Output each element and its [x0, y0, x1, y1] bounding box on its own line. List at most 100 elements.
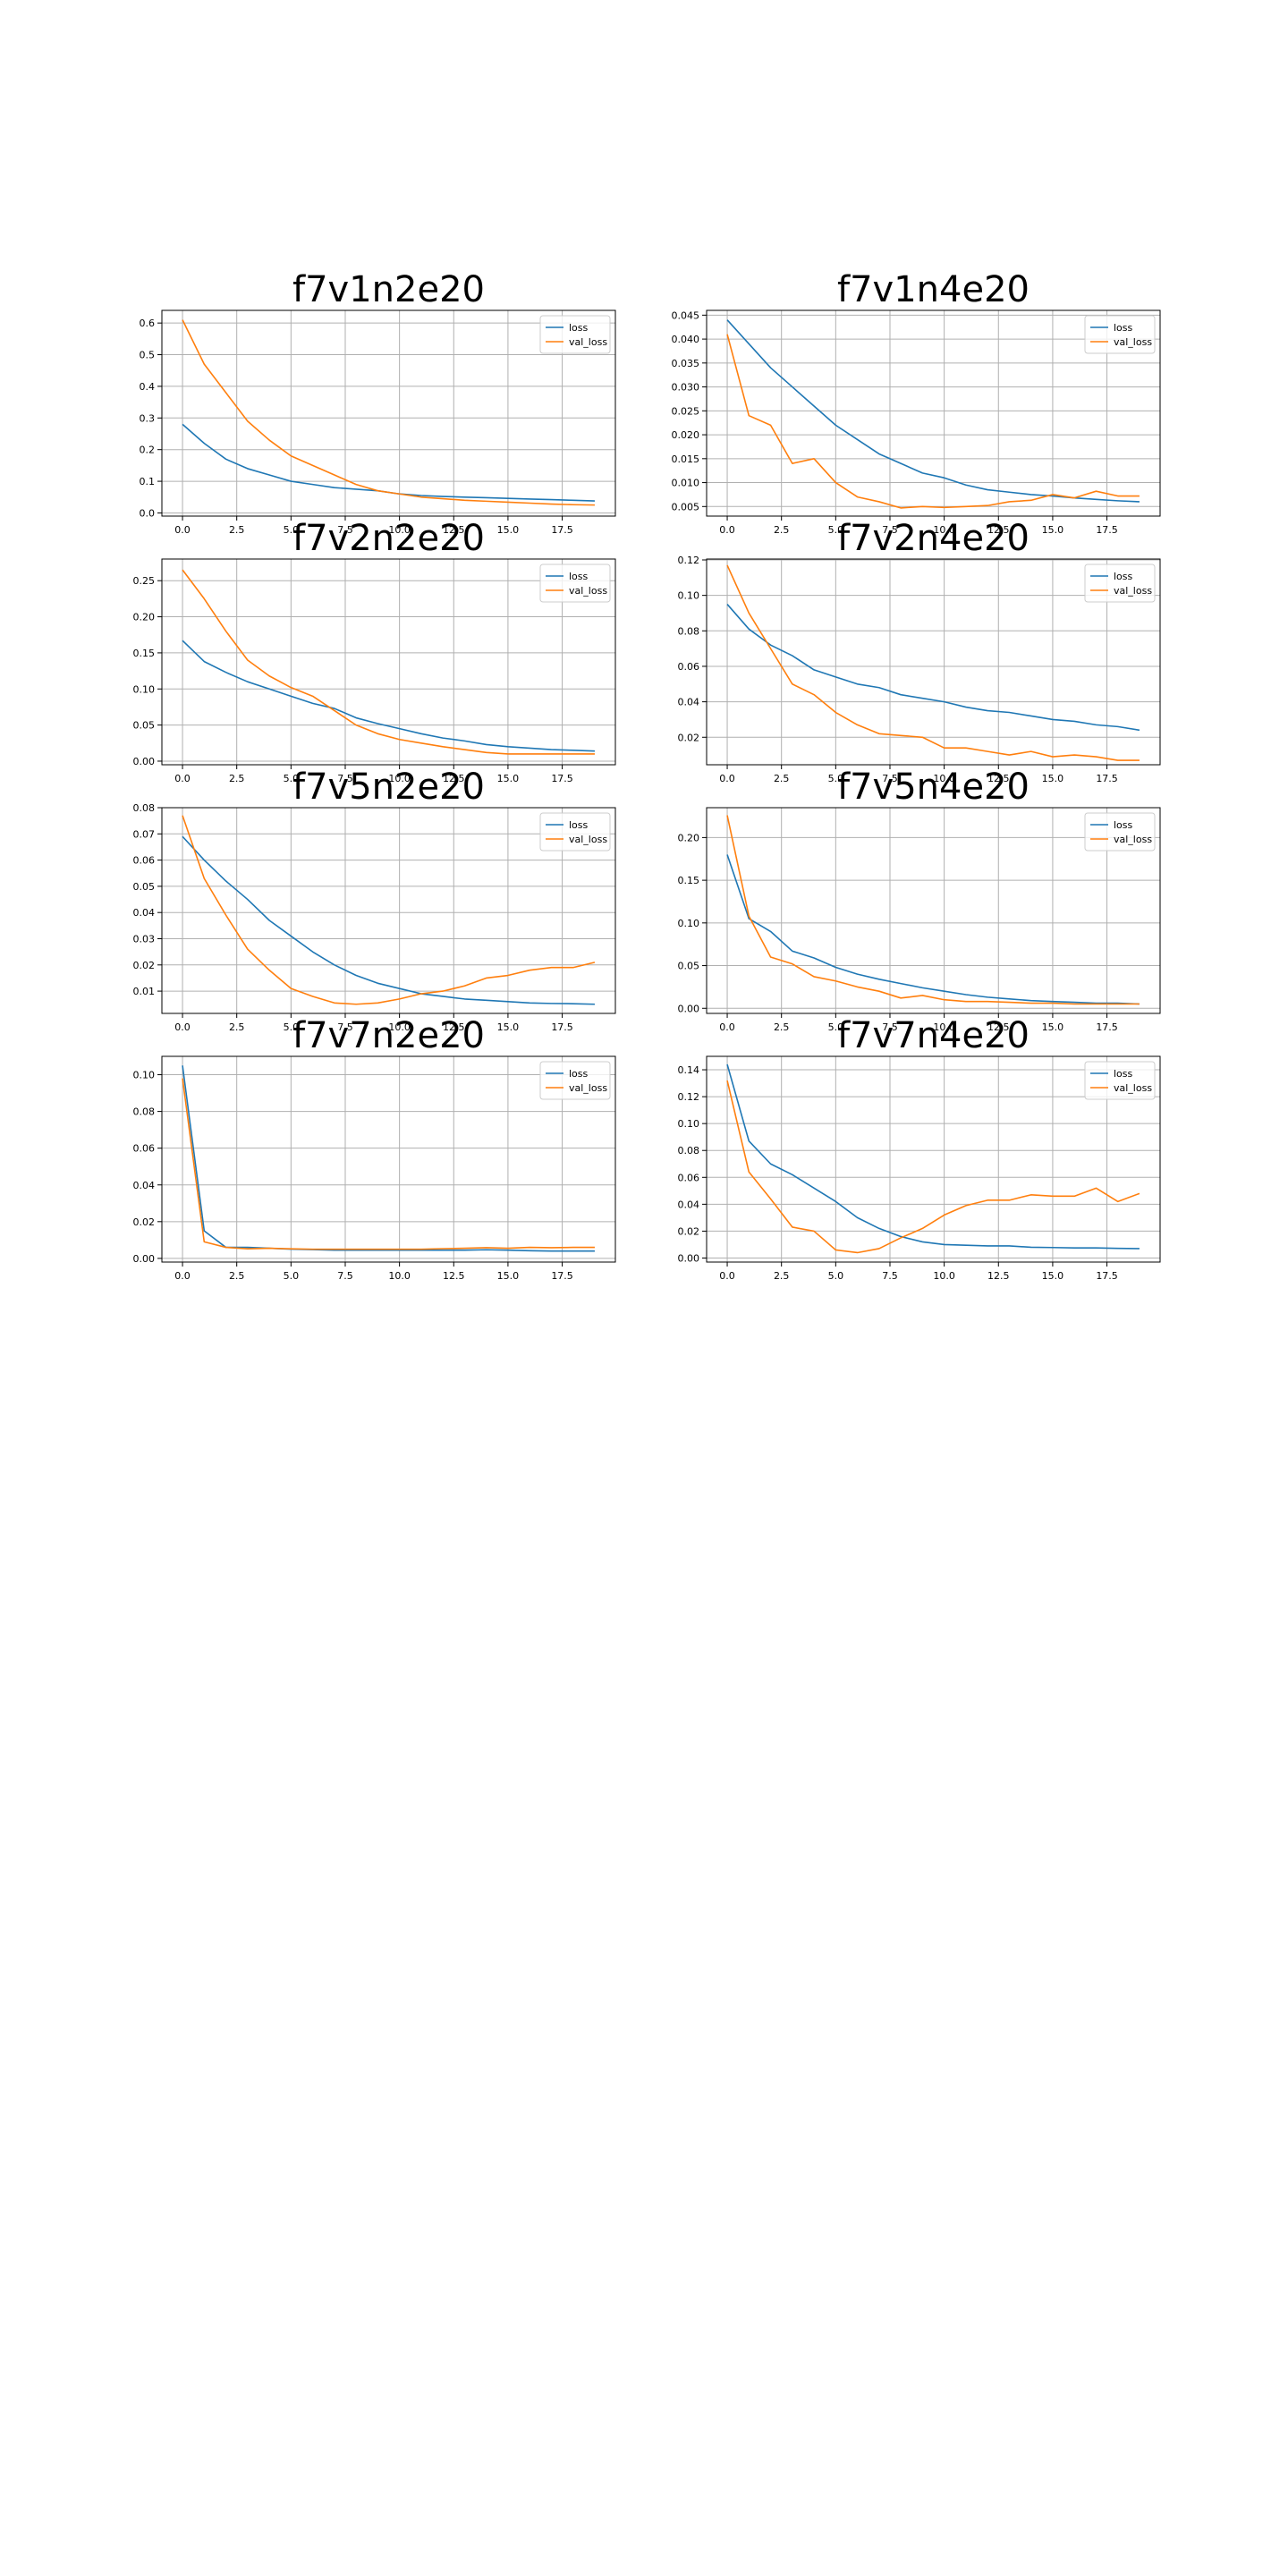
y-tick-label: 0.0	[140, 507, 156, 519]
y-tick-label: 0.08	[678, 1145, 700, 1157]
x-tick-label: 7.5	[337, 1270, 353, 1282]
series-line-val-loss	[726, 334, 1140, 509]
x-tick-label: 15.0	[497, 524, 520, 536]
legend: loss val_loss	[539, 1061, 611, 1100]
x-tick-label: 2.5	[774, 773, 790, 784]
x-tick-label: 5.0	[284, 773, 300, 784]
x-tick-label: 10.0	[933, 1270, 955, 1282]
series-line-val-loss	[182, 569, 595, 755]
series-line-val-loss	[726, 1080, 1140, 1254]
x-tick-label: 10.0	[388, 1021, 411, 1033]
legend: loss val_loss	[1084, 315, 1156, 354]
legend-label: val_loss	[569, 336, 607, 348]
y-tick-label: 0.4	[140, 381, 156, 393]
y-tick-label: 0.15	[678, 875, 700, 886]
x-tick-label: 2.5	[229, 524, 245, 536]
x-tick-label: 12.5	[443, 524, 465, 536]
subplot: f7v2n4e20 0.0 2.5 5.0 7.5 10.0 12.5 15.0 17.5 0.0…	[678, 518, 1161, 784]
y-tick-label: 0.08	[133, 802, 156, 814]
x-tick-label: 17.5	[551, 773, 573, 784]
series-line-val-loss	[726, 564, 1140, 761]
y-tick-label: 0.10	[678, 1118, 700, 1130]
legend-box	[539, 564, 611, 603]
x-tick-label: 2.5	[774, 1270, 790, 1282]
axes-frame	[161, 807, 616, 1014]
series-line-loss	[182, 835, 595, 1005]
y-tick-label: 0.00	[133, 756, 156, 767]
legend-label: val_loss	[1114, 1082, 1152, 1094]
x-tick-label: 2.5	[774, 524, 790, 536]
x-tick-label: 17.5	[1096, 1270, 1118, 1282]
chart-title: f7v5n4e20	[837, 767, 1030, 808]
x-tick-label: 17.5	[551, 524, 573, 536]
axes-frame	[161, 309, 616, 517]
y-tick-label: 0.03	[133, 933, 156, 945]
x-tick-label: 17.5	[1096, 773, 1118, 784]
x-tick-label: 7.5	[337, 524, 353, 536]
legend-label: loss	[569, 571, 589, 582]
chart-title: f7v1n4e20	[837, 269, 1030, 310]
y-tick-label: 0.6	[140, 318, 156, 329]
x-tick-label: 17.5	[1096, 1021, 1118, 1033]
y-tick-label: 0.01	[133, 986, 156, 997]
x-tick-label: 2.5	[774, 1021, 790, 1033]
y-tick-label: 0.02	[133, 960, 156, 971]
y-tick-label: 0.12	[678, 555, 700, 566]
y-tick-label: 0.02	[678, 732, 700, 743]
legend: loss val_loss	[1084, 1061, 1156, 1100]
y-tick-label: 0.20	[678, 832, 700, 843]
y-tick-label: 0.10	[133, 1070, 156, 1081]
x-tick-label: 5.0	[828, 1270, 844, 1282]
legend-label: val_loss	[1114, 834, 1152, 845]
x-tick-label: 12.5	[443, 773, 465, 784]
legend-box	[1084, 564, 1156, 603]
axes-frame	[706, 807, 1161, 1014]
legend: loss val_loss	[539, 315, 611, 354]
legend: loss val_loss	[539, 564, 611, 603]
axes-frame	[706, 309, 1161, 517]
x-tick-label: 17.5	[1096, 524, 1118, 536]
legend-label: loss	[569, 322, 589, 334]
subplot: f7v5n4e20 0.0 2.5 5.0 7.5 10.0 12.5 15.0 17.5 0.0…	[678, 767, 1161, 1033]
legend-label: val_loss	[1114, 585, 1152, 597]
y-tick-label: 0.25	[133, 575, 156, 587]
x-tick-label: 10.0	[933, 773, 955, 784]
y-tick-label: 0.04	[133, 1180, 156, 1191]
y-tick-label: 0.05	[133, 881, 156, 893]
x-tick-label: 10.0	[933, 1021, 955, 1033]
y-tick-label: 0.14	[678, 1064, 700, 1076]
legend-label: loss	[1114, 571, 1133, 582]
x-tick-label: 2.5	[229, 1270, 245, 1282]
x-tick-label: 17.5	[551, 1270, 573, 1282]
y-tick-label: 0.040	[672, 334, 700, 345]
y-tick-label: 0.02	[678, 1225, 700, 1237]
y-tick-label: 0.3	[140, 412, 156, 424]
series-line-loss	[726, 604, 1140, 732]
x-tick-label: 12.5	[987, 524, 1010, 536]
chart-title: f7v7n2e20	[292, 1015, 485, 1056]
subplot: f7v1n2e20 0.0 2.5 5.0 7.5 10.0 12.5 15.0 17.5 0.0…	[140, 269, 616, 536]
x-tick-label: 0.0	[174, 524, 191, 536]
x-tick-label: 10.0	[388, 524, 411, 536]
y-tick-label: 0.015	[672, 453, 700, 465]
y-tick-label: 0.04	[678, 697, 700, 708]
subplot: f7v5n2e20 0.0 2.5 5.0 7.5 10.0 12.5 15.0 17.5 0.0…	[133, 767, 616, 1033]
y-tick-label: 0.07	[133, 828, 156, 840]
x-tick-label: 0.0	[719, 524, 735, 536]
y-tick-label: 0.2	[140, 445, 156, 456]
x-tick-label: 15.0	[1042, 1270, 1064, 1282]
series-line-loss	[182, 423, 595, 502]
x-tick-label: 10.0	[933, 524, 955, 536]
x-tick-label: 15.0	[497, 1021, 520, 1033]
x-tick-label: 10.0	[388, 773, 411, 784]
x-tick-label: 5.0	[284, 1270, 300, 1282]
series-line-loss	[726, 1063, 1140, 1250]
y-tick-label: 0.010	[672, 478, 700, 489]
legend-box	[1084, 812, 1156, 852]
legend-box	[539, 1061, 611, 1100]
x-tick-label: 7.5	[882, 773, 898, 784]
x-tick-label: 15.0	[497, 773, 520, 784]
y-tick-label: 0.05	[678, 961, 700, 972]
x-tick-label: 12.5	[987, 1021, 1010, 1033]
x-tick-label: 2.5	[229, 773, 245, 784]
